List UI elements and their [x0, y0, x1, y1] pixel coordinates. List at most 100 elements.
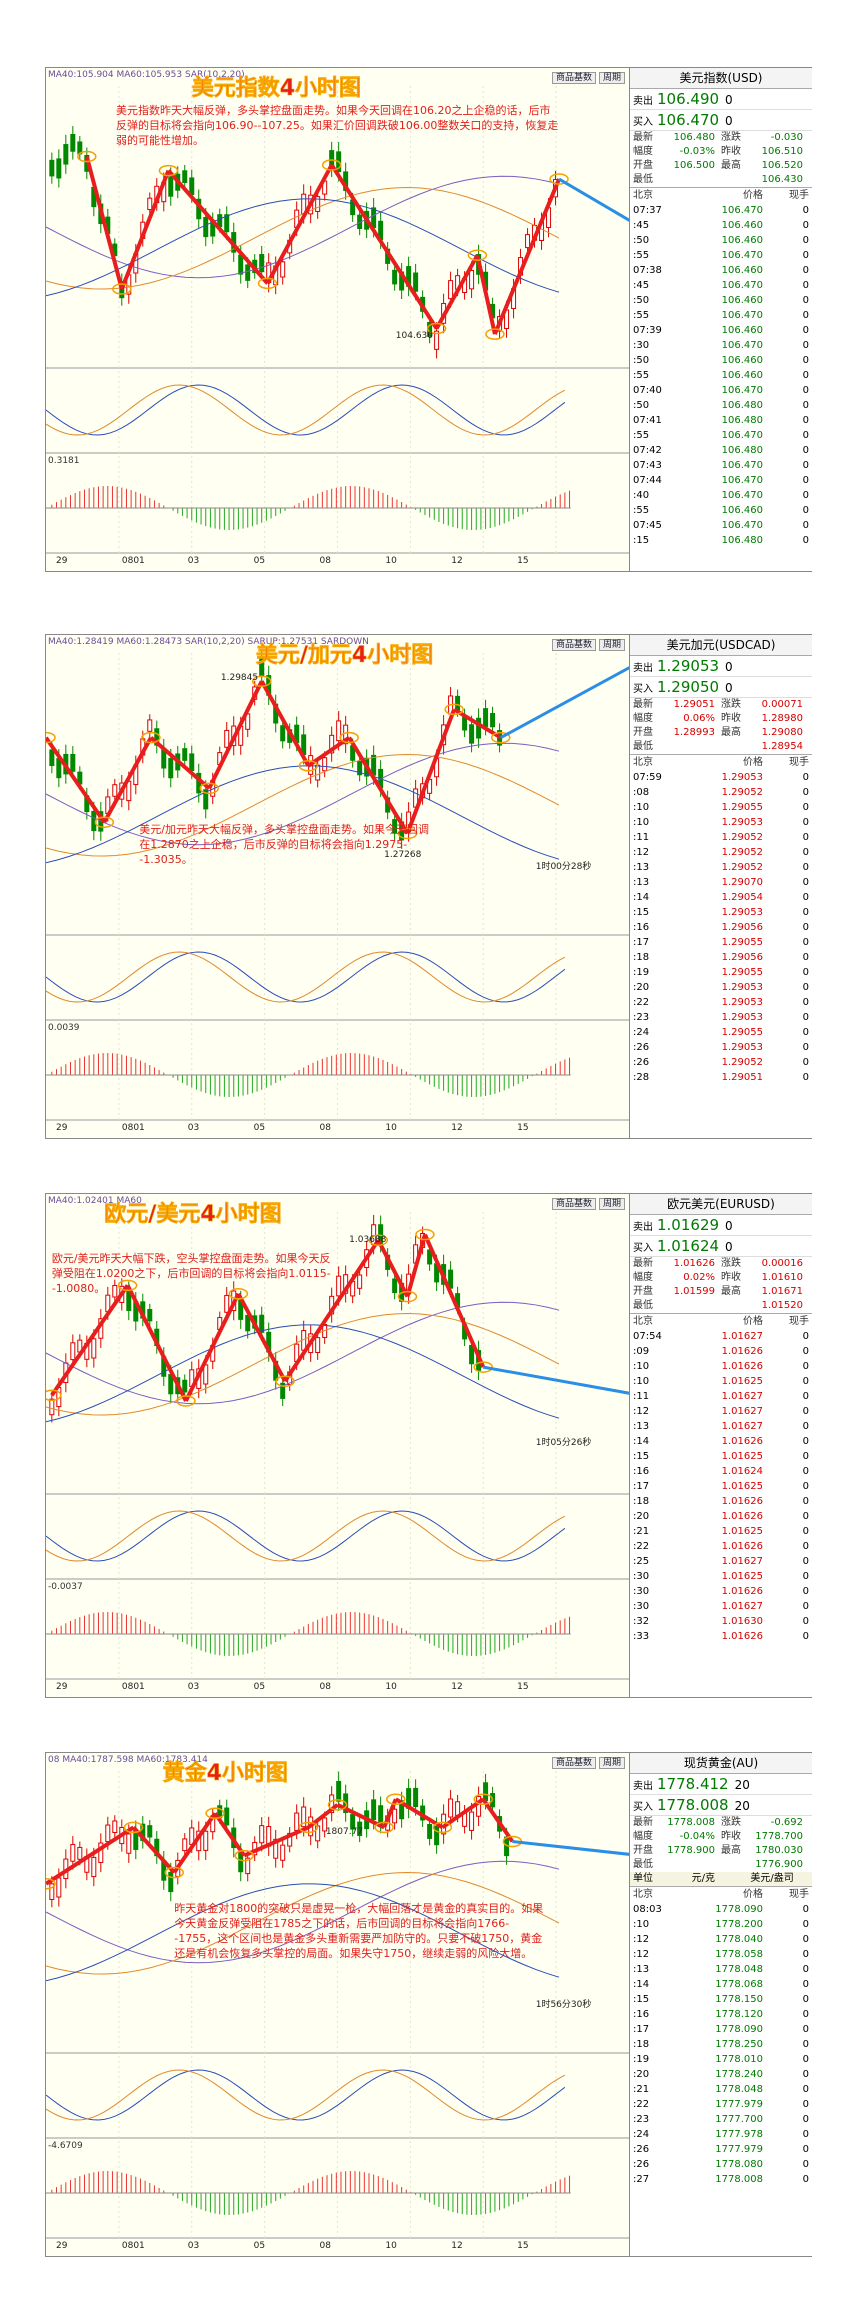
tick-time: :55 [633, 430, 650, 441]
tick-volume: 0 [802, 1964, 809, 1975]
candle-body [469, 1811, 475, 1831]
tick-volume: 0 [802, 922, 809, 933]
chart-panel: MA40:1.02401 MA60 商品基数 周期 欧元/美元4小时图 欧元/美元昨天大… [45, 1193, 812, 1698]
tick-time: :45 [633, 220, 650, 231]
quote-label: 买入 [633, 117, 653, 128]
stat-label: 昨收 [721, 713, 741, 724]
tick-volume: 0 [802, 1541, 809, 1552]
candle-body [189, 753, 195, 772]
candle-body [315, 196, 321, 212]
tick-volume: 0 [802, 295, 809, 306]
tick-row: :50 106.460 0 [630, 233, 812, 248]
tick-time: :27 [633, 2174, 650, 2185]
candle-body [434, 1826, 440, 1846]
tick-time: :45 [633, 280, 650, 291]
candle-body [357, 1821, 363, 1836]
candle-body [392, 1808, 398, 1824]
price-label: 1.27268 [384, 850, 422, 861]
tick-volume: 0 [802, 967, 809, 978]
tick-volume: 0 [802, 907, 809, 918]
stat: 涨跌 -0.692 [721, 1816, 809, 1830]
button[interactable]: 周期 [598, 1757, 625, 1769]
stat-value: -0.04% [679, 1831, 715, 1842]
stat-value: -0.030 [770, 132, 803, 143]
stat-value: 0.02% [683, 1272, 715, 1283]
tick-volume: 0 [802, 1571, 809, 1582]
button[interactable]: 周期 [598, 639, 625, 651]
quote-volume: 0 [725, 1219, 733, 1233]
tick-price: 1778.048 [715, 2084, 763, 2095]
button[interactable]: 商品基数 [551, 72, 596, 84]
stat: 最新 106.480 [633, 131, 721, 145]
osc-line [46, 384, 566, 436]
pivot-circle [397, 827, 418, 840]
candle-body [322, 1817, 328, 1832]
tick-row: :30 1.01625 0 [630, 1569, 812, 1584]
tick-volume: 0 [802, 505, 809, 516]
button[interactable]: 商品基数 [551, 1198, 596, 1210]
tick-volume: 0 [802, 787, 809, 798]
tick-row: :15 106.480 0 [630, 533, 812, 548]
stat-label: 最新 [633, 1258, 653, 1269]
buttons: 商品基数 周期 [549, 1196, 625, 1210]
tick-row: :13 1.29070 0 [630, 875, 812, 890]
tick-price: 1778.080 [715, 2159, 763, 2170]
tick-time: :16 [633, 1466, 650, 1477]
ma-line [46, 1301, 560, 1405]
button[interactable]: 周期 [598, 1198, 625, 1210]
tick-time: :32 [633, 1616, 650, 1627]
tick-price: 1777.979 [715, 2099, 763, 2110]
tick-time: :14 [633, 1979, 650, 1990]
tick-row: :16 1.29056 0 [630, 920, 812, 935]
tick-volume: 0 [802, 325, 809, 336]
pivot-circle [549, 173, 569, 185]
tick-time: 07:42 [633, 445, 662, 456]
tick-time: :20 [633, 1511, 650, 1522]
tick-row: 07:43 106.470 0 [630, 458, 812, 473]
tick-volume: 0 [802, 817, 809, 828]
stat-row: 开盘 1.01599 最高 1.01671 [630, 1285, 812, 1299]
trend-arrow [493, 178, 561, 335]
x-tick-label: 12 [451, 1682, 463, 1692]
pivot-circle [485, 328, 505, 340]
tick-time: :09 [633, 1346, 650, 1357]
tick-price: 1.01626 [721, 1496, 763, 1507]
stat-row: 最低 106.430 [630, 173, 812, 187]
candle-body [357, 760, 363, 776]
tick-volume: 0 [802, 1376, 809, 1387]
trend-arrow [172, 1812, 217, 1874]
tick-row: :25 1.01627 0 [630, 1554, 812, 1569]
trend-arrow [46, 736, 106, 824]
osc-value: -0.0037 [48, 1582, 83, 1592]
tick-row: :13 1778.048 0 [630, 1962, 812, 1977]
tick-row: :20 1778.240 0 [630, 2067, 812, 2082]
quote-name: 美元指数(USD) [630, 68, 812, 89]
tick-volume: 0 [802, 205, 809, 216]
pivot-circle [123, 1821, 144, 1834]
candle-body [49, 159, 55, 177]
tick-time: :22 [633, 997, 650, 1008]
candle-body [287, 1832, 293, 1847]
candle-body [469, 269, 475, 290]
price-label: 1807.77 [325, 1827, 364, 1838]
tick-volume: 0 [802, 250, 809, 261]
x-tick-label: 10 [385, 2241, 397, 2251]
tick-price: 1.01625 [721, 1451, 763, 1462]
tick-time: :18 [633, 2039, 650, 2050]
button[interactable]: 商品基数 [551, 639, 596, 651]
trend-arrow [236, 1292, 287, 1383]
tick-volume: 0 [802, 430, 809, 441]
stat-label: 最低 [633, 1859, 653, 1870]
button[interactable]: 周期 [598, 72, 625, 84]
button[interactable]: 商品基数 [551, 1757, 596, 1769]
tick-price: 1.29055 [721, 1027, 763, 1038]
column-header: 北京 [633, 190, 653, 201]
tick-volume: 0 [802, 280, 809, 291]
tick-volume: 0 [802, 1331, 809, 1342]
x-tick-label: 12 [451, 556, 463, 566]
stat-label: 涨跌 [721, 1817, 741, 1828]
tick-row: :17 1778.090 0 [630, 2022, 812, 2037]
tick-time: :16 [633, 2009, 650, 2020]
tick-time: :50 [633, 400, 650, 411]
tick-row: 07:41 106.480 0 [630, 413, 812, 428]
